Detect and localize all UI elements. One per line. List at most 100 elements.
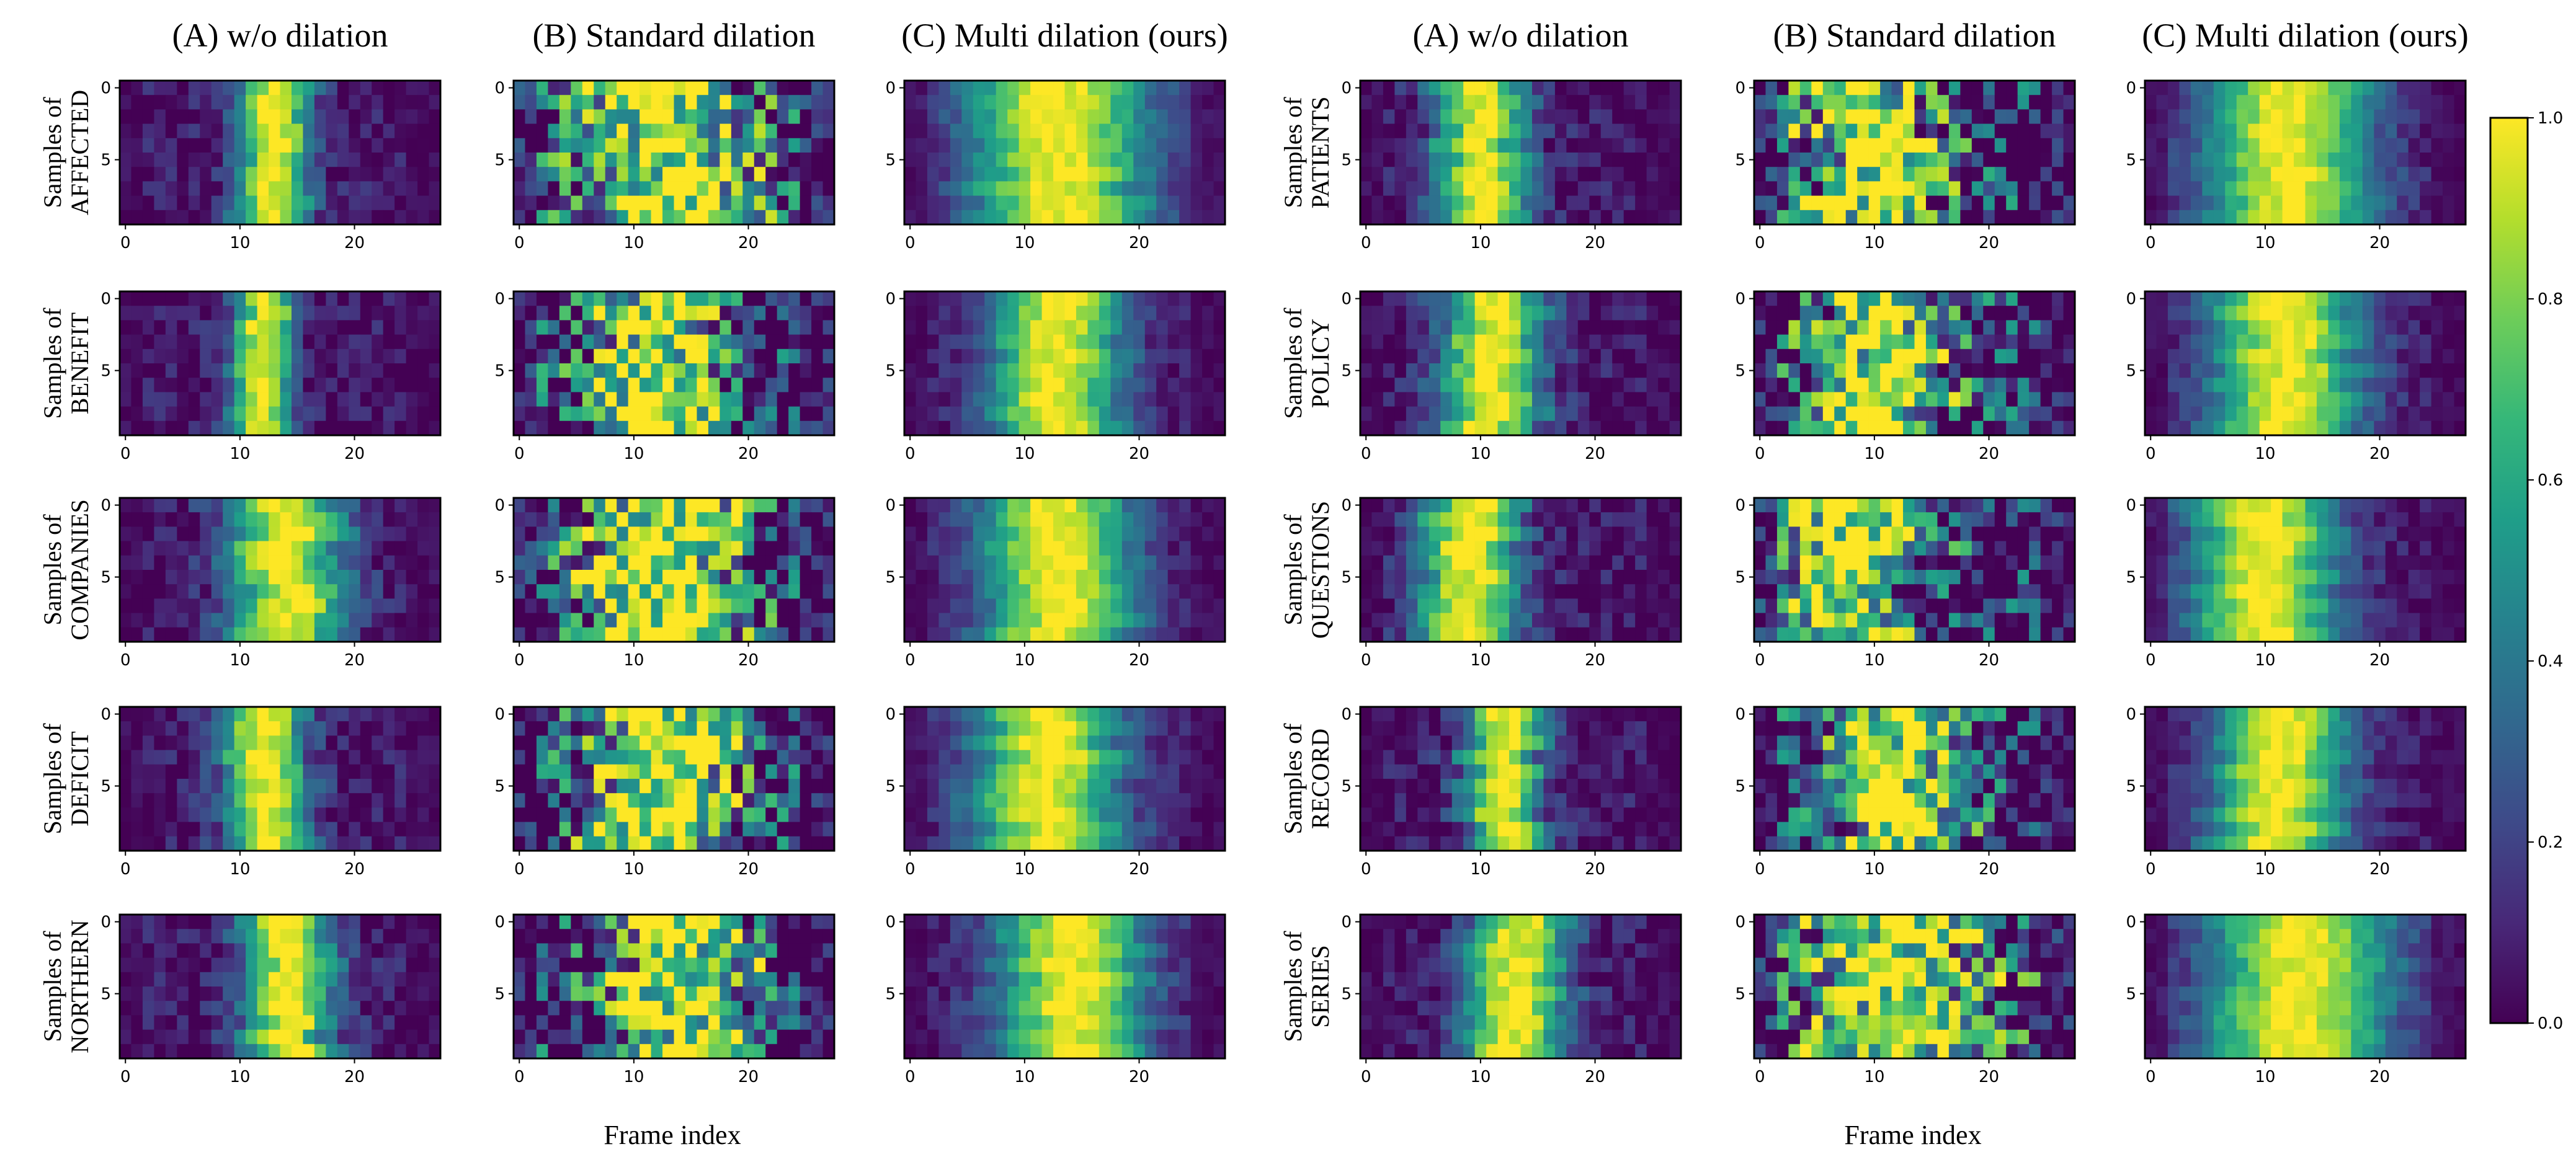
heatmap-cell (1110, 306, 1123, 321)
heatmap-cell (1776, 95, 1789, 110)
heatmap-cell (154, 363, 166, 378)
heatmap-cell (571, 420, 583, 436)
heatmap-cell (234, 584, 246, 599)
heatmap-cell (406, 195, 418, 211)
heatmap-cell (536, 334, 548, 350)
heatmap-cell (131, 972, 143, 987)
heatmap-cell (1202, 836, 1214, 851)
heatmap-cell (1190, 392, 1203, 407)
heatmap-cell (973, 109, 985, 125)
heatmap-cell (582, 584, 594, 599)
heatmap-cell (548, 957, 560, 973)
heatmap-cell (1110, 1001, 1123, 1016)
heatmap-cell (360, 512, 372, 527)
heatmap-cell (1053, 972, 1066, 987)
heatmap-cell (559, 584, 571, 599)
heatmap-cell (1213, 291, 1226, 306)
heatmap-cell (742, 291, 755, 306)
heatmap-cell (120, 498, 132, 513)
heatmap-cell (280, 167, 292, 182)
heatmap-cell (337, 807, 349, 823)
heatmap-cell (1041, 138, 1054, 153)
heatmap-cell (177, 512, 189, 527)
heatmap-panel: 050 10 20 (100, 913, 442, 1086)
heatmap-cell (811, 526, 824, 542)
heatmap-cell (594, 1015, 606, 1031)
heatmap-cell (360, 95, 372, 110)
heatmap-cell (394, 721, 407, 736)
heatmap-cell (582, 987, 594, 1001)
heatmap-cell (383, 81, 395, 95)
heatmap-cell (525, 1029, 537, 1045)
heatmap-cell (1360, 95, 1373, 110)
heatmap-cell (548, 598, 560, 614)
heatmap-cell (291, 750, 304, 765)
heatmap-cell (1041, 764, 1054, 779)
heatmap-cell (429, 498, 441, 513)
heatmap-cell (536, 943, 548, 959)
heatmap-cell (1167, 735, 1180, 751)
heatmap-cell (973, 764, 985, 779)
heatmap-cell (984, 836, 997, 851)
heatmap-cell (525, 555, 537, 570)
heatmap-cell (291, 306, 304, 321)
heatmap-cell (742, 707, 755, 722)
heatmap-cell (605, 822, 617, 837)
heatmap-cell (1994, 210, 2007, 225)
heatmap-cell (1190, 320, 1203, 335)
heatmap-cell (1213, 1001, 1226, 1016)
heatmap-cell (754, 807, 766, 823)
heatmap-cell (188, 627, 200, 642)
heatmap-cell (548, 627, 560, 642)
heatmap-cell (337, 735, 349, 751)
heatmap-cell (394, 526, 407, 542)
heatmap-cell (131, 498, 143, 513)
heatmap-cell (1776, 81, 1789, 95)
heatmap-cell (640, 972, 652, 987)
heatmap-cell (1099, 1029, 1111, 1045)
heatmap-cell (1868, 81, 1881, 95)
heatmap-cell (720, 1044, 732, 1059)
heatmap-cell (2029, 195, 2041, 211)
heatmap-cell (1030, 836, 1043, 851)
heatmap-cell (927, 750, 939, 765)
heatmap-cell (548, 570, 560, 585)
heatmap-cell (188, 836, 200, 851)
heatmap-cell (662, 334, 675, 350)
heatmap-cell (1156, 943, 1169, 959)
heatmap-cell (765, 348, 778, 364)
heatmap-cell (697, 750, 709, 765)
heatmap-cell (383, 793, 395, 808)
heatmap-cell (904, 972, 917, 987)
heatmap-cell (1133, 1001, 1146, 1016)
heatmap-cell (927, 1001, 939, 1016)
heatmap-cell (973, 584, 985, 599)
heatmap-cell (2017, 153, 2030, 167)
heatmap-cell (777, 793, 789, 808)
heatmap-cell (360, 987, 372, 1001)
heatmap-cell (628, 584, 640, 599)
heatmap-cell (1845, 210, 1858, 225)
heatmap-cell (548, 807, 560, 823)
heatmap-cell (1190, 764, 1203, 779)
heatmap-cell (1190, 735, 1203, 751)
heatmap-cell (1030, 526, 1043, 542)
heatmap-cell (1121, 1015, 1134, 1031)
heatmap-cell (337, 613, 349, 628)
heatmap-panel: 050 10 20 (885, 913, 1226, 1086)
heatmap-cell (1776, 109, 1789, 125)
heatmap-cell (337, 81, 349, 95)
heatmap-cell (742, 348, 755, 364)
heatmap-cell (950, 541, 962, 556)
heatmap-cell (1076, 320, 1089, 335)
heatmap-cell (1417, 153, 1430, 167)
heatmap-cell (1076, 987, 1089, 1001)
heatmap-cell (582, 972, 594, 987)
heatmap-cell (337, 598, 349, 614)
heatmap-cell (383, 1015, 395, 1031)
heatmap-cell (1202, 195, 1214, 211)
heatmap-cell (303, 195, 315, 211)
heatmap-cell (938, 943, 951, 959)
heatmap-cell (1099, 972, 1111, 987)
heatmap-cell (742, 735, 755, 751)
